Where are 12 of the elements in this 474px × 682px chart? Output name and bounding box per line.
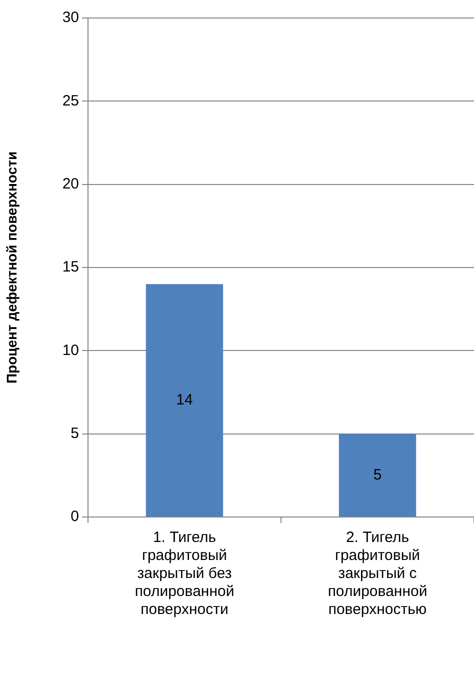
data-label: 5: [373, 466, 382, 484]
y-tick-label: 5: [70, 424, 79, 442]
y-axis-title: Процент дефектной поверхности: [3, 151, 20, 384]
x-tick-label: 2. Тигель графитовый закрытый с полированной поверхностью: [328, 529, 428, 618]
x-tick-label: 1. Тигель графитовый закрытый без полированной поверхности: [134, 529, 234, 618]
y-tick-label: 20: [62, 175, 79, 192]
data-label: 14: [176, 391, 193, 408]
y-tick-label: 25: [62, 92, 79, 110]
y-tick-label: 0: [70, 508, 79, 526]
y-tick-label: 15: [62, 258, 79, 276]
y-tick-label: 10: [62, 342, 79, 359]
y-tick-label: 30: [62, 9, 79, 26]
